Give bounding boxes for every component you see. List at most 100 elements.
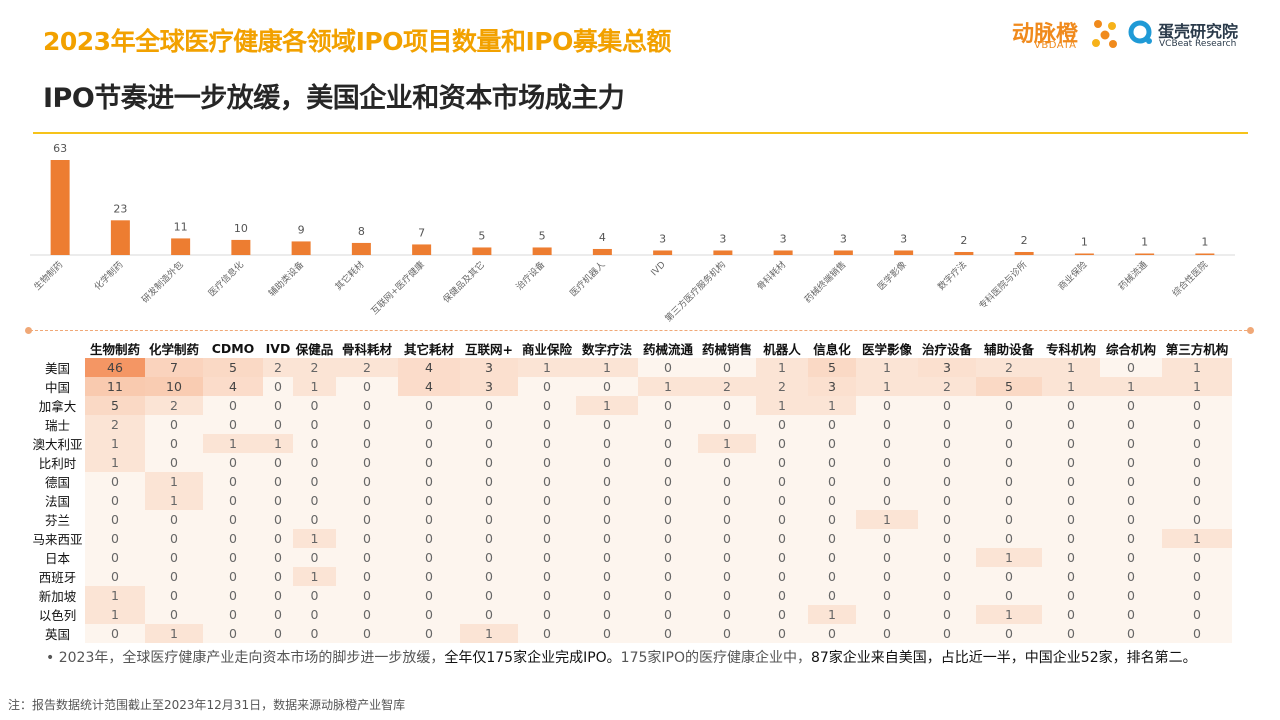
- table-cell: 0: [1100, 510, 1162, 529]
- table-cell: 0: [203, 453, 263, 472]
- table-cell: 0: [808, 567, 856, 586]
- table-cell: 0: [756, 434, 808, 453]
- table-cell: 0: [918, 434, 976, 453]
- table-cell: 0: [976, 491, 1042, 510]
- table-row: 马来西亚 0 0 0 0 1 0 0 0 0 0 0 0 0 0 0 0 0 0 0 1: [30, 529, 1232, 548]
- table-cell: 0: [336, 415, 398, 434]
- bar: [351, 242, 371, 255]
- bar: [231, 239, 251, 255]
- bar-value-label: 3: [659, 232, 666, 245]
- table-cell: 0: [638, 605, 698, 624]
- table-cell: 1: [856, 377, 918, 396]
- table-cell: 2: [336, 358, 398, 377]
- vbdata-logo-en: VBDATA: [1034, 40, 1077, 51]
- table-cell: 0: [698, 491, 756, 510]
- table-cell: 0: [460, 415, 518, 434]
- table-cell: 3: [918, 358, 976, 377]
- table-cell: 0: [576, 472, 638, 491]
- table-row: 加拿大 5 2 0 0 0 0 0 0 0 1 0 0 1 1 0 0 0 0 0 0: [30, 396, 1232, 415]
- table-cell: 0: [145, 548, 203, 567]
- table-cell: 0: [756, 567, 808, 586]
- table-cell: 0: [638, 624, 698, 643]
- table-cell: 0: [398, 548, 460, 567]
- table-cell: 0: [756, 453, 808, 472]
- bar: [472, 247, 492, 255]
- table-cell: 0: [638, 491, 698, 510]
- table-cell: 1: [856, 510, 918, 529]
- table-cell: 0: [976, 529, 1042, 548]
- table-cell: 0: [808, 586, 856, 605]
- table-cell: 0: [976, 453, 1042, 472]
- table-cell: 0: [756, 491, 808, 510]
- table-cell: 0: [808, 491, 856, 510]
- table-cell: 0: [398, 529, 460, 548]
- table-cell: 0: [976, 415, 1042, 434]
- category-tick-label: 综合性医院: [1170, 259, 1210, 299]
- table-cell: 0: [263, 510, 293, 529]
- table-cell: 0: [518, 548, 576, 567]
- note-part-4: 87家企业来自美国，占比近一半，中国企业52家，排名第二。: [810, 650, 1197, 666]
- bar-value-label: 10: [234, 222, 248, 235]
- row-country-label: 加拿大: [38, 399, 77, 414]
- table-cell: 7: [145, 358, 203, 377]
- bar-value-label: 2: [1021, 234, 1028, 247]
- table-cell: 11: [85, 377, 145, 396]
- table-cell: 0: [398, 510, 460, 529]
- table-cell: 0: [698, 453, 756, 472]
- table-cell: 1: [756, 358, 808, 377]
- table-cell: 1: [808, 396, 856, 415]
- table-cell: 1: [698, 434, 756, 453]
- row-country-label: 西班牙: [38, 570, 77, 585]
- table-cell: 0: [1100, 586, 1162, 605]
- column-header: CDMO: [211, 341, 255, 356]
- table-cell: 0: [918, 529, 976, 548]
- table-cell: 0: [1100, 453, 1162, 472]
- row-country-label: 比利时: [38, 456, 77, 471]
- table-cell: 0: [576, 434, 638, 453]
- table-cell: 0: [336, 567, 398, 586]
- table-cell: 0: [808, 510, 856, 529]
- column-header: 骨科耗材: [341, 342, 392, 357]
- bar: [713, 250, 733, 255]
- table-cell: 0: [918, 567, 976, 586]
- table-cell: 1: [576, 396, 638, 415]
- table-cell: 0: [638, 358, 698, 377]
- table-cell: 0: [698, 529, 756, 548]
- table-cell: 0: [1162, 586, 1232, 605]
- table-cell: 0: [638, 396, 698, 415]
- table-cell: 2: [85, 415, 145, 434]
- table-cell: 0: [460, 396, 518, 415]
- row-country-label: 中国: [44, 380, 70, 395]
- table-cell: 0: [756, 548, 808, 567]
- category-tick-label: 骨科耗材: [754, 259, 788, 293]
- category-tick-label: IVD: [650, 260, 668, 278]
- table-row: 瑞士 2 0 0 0 0 0 0 0 0 0 0 0 0 0 0 0 0 0 0 0: [30, 415, 1232, 434]
- table-cell: 0: [1042, 510, 1100, 529]
- bar: [954, 251, 974, 255]
- table-cell: 0: [85, 624, 145, 643]
- table-cell: 0: [145, 453, 203, 472]
- table-cell: 0: [576, 567, 638, 586]
- table-cell: 0: [203, 491, 263, 510]
- table-cell: 1: [808, 605, 856, 624]
- table-cell: 1: [856, 358, 918, 377]
- row-country-label: 英国: [44, 627, 70, 642]
- table-cell: 0: [1042, 491, 1100, 510]
- table-cell: 0: [918, 605, 976, 624]
- page-subtitle: IPO节奏进一步放缓，美国企业和资本市场成主力: [43, 83, 625, 114]
- table-cell: 0: [518, 605, 576, 624]
- bar-value-label: 9: [298, 223, 305, 236]
- table-cell: 4: [398, 377, 460, 396]
- table-cell: 0: [638, 453, 698, 472]
- table-cell: 0: [263, 491, 293, 510]
- table-cell: 0: [698, 358, 756, 377]
- table-cell: 0: [85, 491, 145, 510]
- table-cell: 0: [460, 529, 518, 548]
- vcbeat-logo-en: VCBeat Research: [1159, 39, 1237, 49]
- table-cell: 0: [918, 586, 976, 605]
- table-cell: 0: [918, 548, 976, 567]
- table-cell: 0: [263, 567, 293, 586]
- table-cell: 1: [638, 377, 698, 396]
- table-cell: 0: [918, 415, 976, 434]
- table-cell: 1: [976, 548, 1042, 567]
